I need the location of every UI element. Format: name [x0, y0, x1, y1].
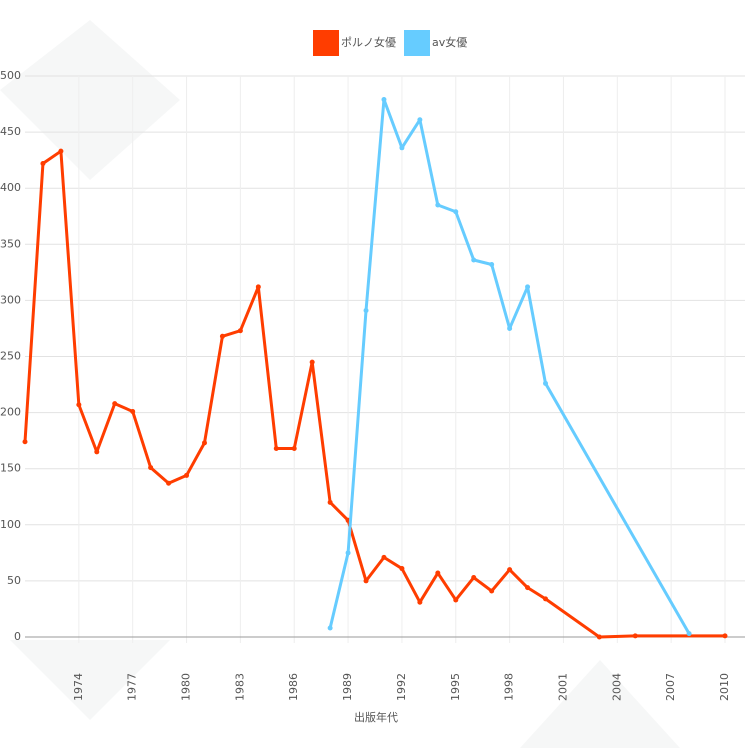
point [363, 578, 369, 584]
line [328, 98, 691, 635]
x-tick-label: 1995 [449, 673, 462, 701]
point [453, 597, 459, 603]
y-tick-label: 50 [7, 574, 21, 587]
legend-swatch [404, 30, 430, 56]
point [722, 633, 728, 639]
y-tick-label: 200 [0, 406, 21, 419]
point [543, 596, 549, 602]
point [327, 499, 333, 505]
x-tick-label: 1998 [503, 673, 516, 701]
x-axis-title: 出版年代 [354, 710, 398, 724]
point [435, 570, 441, 576]
x-tick-label: 1992 [395, 673, 408, 701]
x-tick-label: 1977 [126, 673, 139, 701]
x-tick-label: 1980 [180, 673, 193, 701]
point [201, 440, 207, 446]
x-tick-label: 2007 [664, 673, 677, 701]
legend-label: av女優 [432, 35, 467, 49]
x-tick-label: 1986 [287, 673, 300, 701]
x-tick-label: 2004 [610, 673, 623, 701]
y-tick-label: 300 [0, 293, 21, 306]
line [23, 149, 725, 639]
point [489, 588, 495, 594]
point [130, 408, 136, 414]
point [58, 148, 64, 154]
y-tick-label: 350 [0, 237, 21, 250]
point [525, 284, 531, 290]
point [219, 333, 225, 339]
point [596, 634, 602, 640]
y-tick-label: 250 [0, 350, 21, 363]
point [166, 480, 172, 486]
point [112, 401, 118, 407]
y-tick-label: 500 [0, 69, 21, 82]
x-tick-label: 1983 [233, 673, 246, 701]
point [273, 446, 279, 452]
y-tick-label: 450 [0, 125, 21, 138]
legend-swatch [313, 30, 339, 56]
point [148, 465, 154, 471]
point [471, 575, 477, 581]
point [525, 585, 531, 591]
point [237, 328, 243, 334]
point [40, 161, 46, 167]
point [489, 261, 495, 267]
point [435, 202, 441, 208]
point [76, 402, 82, 408]
point [543, 380, 549, 386]
x-tick-label: 2001 [556, 673, 569, 701]
point [184, 472, 190, 478]
point [686, 631, 692, 637]
background-shape [0, 20, 180, 180]
point [381, 97, 387, 103]
point [22, 439, 28, 445]
point [309, 359, 315, 365]
x-tick-label: 1974 [72, 673, 85, 701]
x-tick-label: 2010 [718, 673, 731, 701]
point [381, 554, 387, 560]
point [94, 449, 100, 455]
y-tick-label: 0 [14, 630, 21, 643]
background-shape [520, 660, 680, 748]
y-tick-label: 400 [0, 181, 21, 194]
point [417, 117, 423, 123]
point [471, 257, 477, 263]
legend-label: ポルノ女優 [341, 35, 396, 49]
y-tick-label: 100 [0, 518, 21, 531]
point [507, 567, 513, 573]
y-tick-label: 150 [0, 462, 21, 475]
point [291, 446, 297, 452]
point [255, 284, 261, 290]
point [363, 307, 369, 313]
point [453, 209, 459, 215]
point [507, 325, 513, 331]
point [345, 550, 351, 556]
point [327, 625, 333, 631]
x-tick-label: 1989 [341, 673, 354, 701]
background-shape [10, 640, 170, 720]
point [417, 599, 423, 605]
point [632, 633, 638, 639]
point [399, 566, 405, 572]
point [399, 145, 405, 151]
